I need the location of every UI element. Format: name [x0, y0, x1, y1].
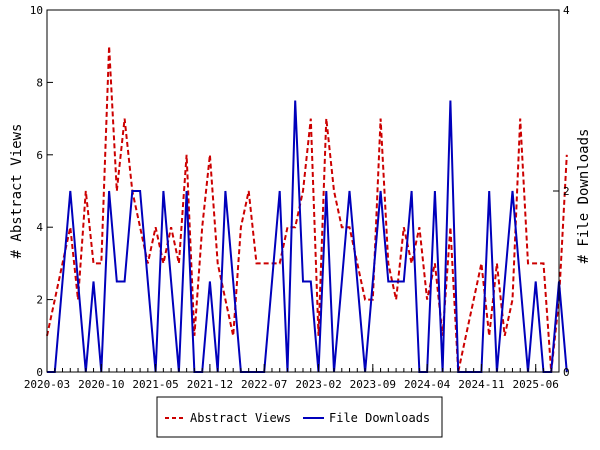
- y-right-tick-label: 0: [563, 366, 570, 379]
- plot-layer: [46, 46, 568, 373]
- series-line-abstract-views: [46, 46, 568, 373]
- x-tick-label: 2024-11: [458, 378, 504, 391]
- y-left-tick-label: 8: [36, 76, 43, 89]
- x-tick-label: 2020-10: [78, 378, 124, 391]
- y-left-tick-label: 4: [36, 221, 43, 234]
- y-right-tick-label: 4: [563, 4, 570, 17]
- x-tick-label: 2022-07: [241, 378, 287, 391]
- x-tick-label: 2023-02: [295, 378, 341, 391]
- axes-layer: 2020-03 2020-10 2021-05 2021-12 2022-07 2023-…: [24, 4, 570, 391]
- x-tick-label: 2021-12: [187, 378, 233, 391]
- legend-label-abstract-views: Abstract Views: [190, 411, 291, 425]
- x-tick-label: 2023-09: [350, 378, 396, 391]
- x-tick-label: 2020-03: [24, 378, 70, 391]
- legend-box: [156, 396, 443, 438]
- x-tick-label: 2025-06: [513, 378, 559, 391]
- x-tick-label: 2024-04: [404, 378, 451, 391]
- y-left-tick-label: 10: [30, 4, 43, 17]
- y-left-tick-label: 6: [36, 149, 43, 162]
- legend: Abstract Views File Downloads: [156, 396, 443, 438]
- y-left-tick-label: 0: [36, 366, 43, 379]
- y-axis-left-label: # Abstract Views: [9, 124, 25, 259]
- y-right-tick-label: 2: [563, 185, 570, 198]
- legend-label-file-downloads: File Downloads: [329, 411, 430, 425]
- x-tick-label: 2021-05: [132, 378, 178, 391]
- y-axis-right-label: # File Downloads: [576, 129, 592, 264]
- y-left-tick-label: 2: [36, 294, 43, 307]
